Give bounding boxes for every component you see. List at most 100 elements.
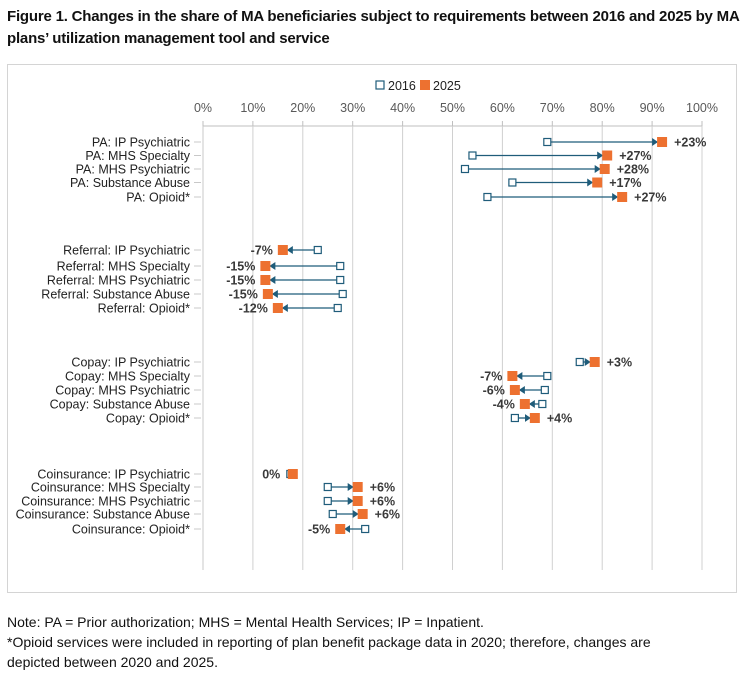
row-referral-substance-abuse: Referral: Substance Abuse -15%: [41, 288, 347, 302]
marker-2025: [357, 509, 368, 519]
change-label: -4%: [493, 398, 515, 412]
note-opioid-line-2: depicted between 2020 and 2025.: [7, 654, 218, 670]
change-label: +6%: [370, 481, 395, 495]
group-referral: Referral: IP Psychiatric -7% Referral: MHS…: [41, 244, 347, 316]
x-axis: 0% 10% 20% 30% 40% 50% 60% 70% 80% 90% 100%: [194, 101, 718, 127]
row-coinsurance-substance-abuse: Coinsurance: Substance Abuse +6%: [16, 508, 400, 522]
group-pa: PA: IP Psychiatric +23% PA: MHS Specialty +…: [70, 136, 706, 205]
x-tick-label: 20%: [290, 101, 315, 115]
row-label: PA: Opioid*: [126, 191, 190, 205]
row-referral-mhs-specialty: Referral: MHS Specialty -15%: [57, 260, 345, 274]
row-label: PA: MHS Psychiatric: [76, 163, 190, 177]
legend-label-2025: 2025: [433, 79, 461, 93]
x-tick-label: 40%: [390, 101, 415, 115]
row-label: Copay: MHS Psychiatric: [55, 384, 190, 398]
marker-2016: [543, 371, 552, 381]
legend-marker-2016: [375, 80, 385, 90]
marker-2016: [338, 289, 347, 299]
x-tick-label: 80%: [590, 101, 615, 115]
change-label: +28%: [617, 163, 649, 177]
row-label: Referral: MHS Specialty: [57, 260, 191, 274]
row-referral-ip-psychiatric: Referral: IP Psychiatric -7%: [63, 244, 322, 258]
marker-2025: [617, 192, 628, 202]
marker-2016: [575, 357, 584, 367]
change-label: -7%: [480, 370, 502, 384]
legend-label-2016: 2016: [388, 79, 416, 93]
change-label: -12%: [239, 302, 268, 316]
row-pa-mhs-psychiatric: PA: MHS Psychiatric +28%: [76, 163, 649, 177]
marker-2025: [260, 275, 271, 285]
row-copay-mhs-psychiatric: Copay: MHS Psychiatric -6%: [55, 384, 549, 398]
x-tick-label: 10%: [240, 101, 265, 115]
row-label: Copay: Substance Abuse: [50, 398, 190, 412]
marker-2016: [333, 303, 342, 313]
group-copay: Copay: IP Psychiatric +3% Copay: MHS Speci…: [50, 356, 632, 426]
change-label: +6%: [370, 495, 395, 509]
change-label: +23%: [674, 136, 706, 150]
row-label: Referral: MHS Psychiatric: [47, 274, 190, 288]
note-opioid-line-1: *Opioid services were included in report…: [7, 634, 651, 650]
figure-title: Figure 1. Changes in the share of MA ben…: [7, 8, 740, 47]
marker-2025: [592, 177, 603, 188]
change-label: 0%: [262, 468, 280, 482]
row-coinsurance-mhs-specialty: Coinsurance: MHS Specialty +6%: [31, 481, 395, 495]
change-label: -7%: [251, 244, 273, 258]
marker-2016: [323, 482, 332, 492]
marker-2025: [509, 385, 520, 395]
marker-2016: [468, 151, 477, 160]
marker-2016: [508, 178, 517, 187]
marker-2025: [262, 289, 273, 299]
row-referral-opioid: Referral: Opioid* -12%: [98, 302, 342, 316]
x-tick-label: 30%: [340, 101, 365, 115]
row-label: PA: MHS Specialty: [85, 149, 190, 163]
legend-marker-2025: [420, 80, 430, 90]
change-label: +3%: [607, 356, 632, 370]
marker-2025: [272, 303, 283, 313]
marker-2016: [336, 275, 345, 285]
marker-2016: [323, 496, 332, 506]
chart-frame: [7, 64, 737, 593]
row-label: Referral: IP Psychiatric: [63, 244, 190, 258]
marker-2025: [602, 150, 613, 161]
row-copay-mhs-specialty: Copay: MHS Specialty -7%: [65, 370, 552, 384]
x-tick-label: 50%: [440, 101, 465, 115]
x-tick-label: 100%: [686, 101, 718, 115]
x-tick-label: 0%: [194, 101, 212, 115]
marker-2025: [529, 413, 540, 423]
dumbbell-chart: 2016 2025 0% 10% 20% 30% 40% 50% 60% 70% 80% 90% 10…: [16, 79, 718, 570]
marker-2025: [287, 469, 298, 479]
row-referral-mhs-psychiatric: Referral: MHS Psychiatric -15%: [47, 274, 345, 288]
row-pa-mhs-specialty: PA: MHS Specialty +27%: [85, 149, 651, 163]
row-label: Coinsurance: MHS Specialty: [31, 481, 191, 495]
marker-2016: [336, 261, 345, 271]
marker-2025: [589, 357, 600, 367]
change-label: +27%: [634, 191, 666, 205]
marker-2016: [328, 509, 337, 519]
marker-2025: [507, 371, 518, 381]
change-label: -15%: [229, 288, 258, 302]
row-label: Copay: Opioid*: [106, 412, 190, 426]
row-copay-ip-psychiatric: Copay: IP Psychiatric +3%: [71, 356, 632, 370]
marker-2016: [361, 524, 370, 534]
x-tick-label: 90%: [640, 101, 665, 115]
row-coinsurance-ip-psychiatric: Coinsurance: IP Psychiatric 0%: [37, 468, 298, 482]
marker-2016: [483, 192, 492, 202]
note-abbreviations: Note: PA = Prior authorization; MHS = Me…: [7, 614, 484, 630]
row-label: Referral: Opioid*: [98, 302, 191, 316]
marker-2016: [313, 245, 322, 255]
marker-2025: [260, 261, 271, 271]
chart-legend: 2016 2025: [375, 79, 461, 93]
marker-2016: [538, 399, 547, 409]
marker-2025: [352, 482, 363, 492]
marker-2016: [460, 164, 470, 174]
row-label: Coinsurance: Substance Abuse: [16, 508, 190, 522]
marker-2016: [540, 385, 549, 395]
gridlines: [202, 126, 703, 570]
row-coinsurance-mhs-psychiatric: Coinsurance: MHS Psychiatric +6%: [21, 495, 395, 509]
marker-2025: [352, 496, 363, 506]
row-label: PA: Substance Abuse: [70, 176, 190, 190]
marker-2016: [543, 137, 552, 147]
row-pa-opioid: PA: Opioid* +27%: [126, 191, 666, 205]
change-label: -15%: [226, 274, 255, 288]
marker-2025: [519, 399, 530, 409]
